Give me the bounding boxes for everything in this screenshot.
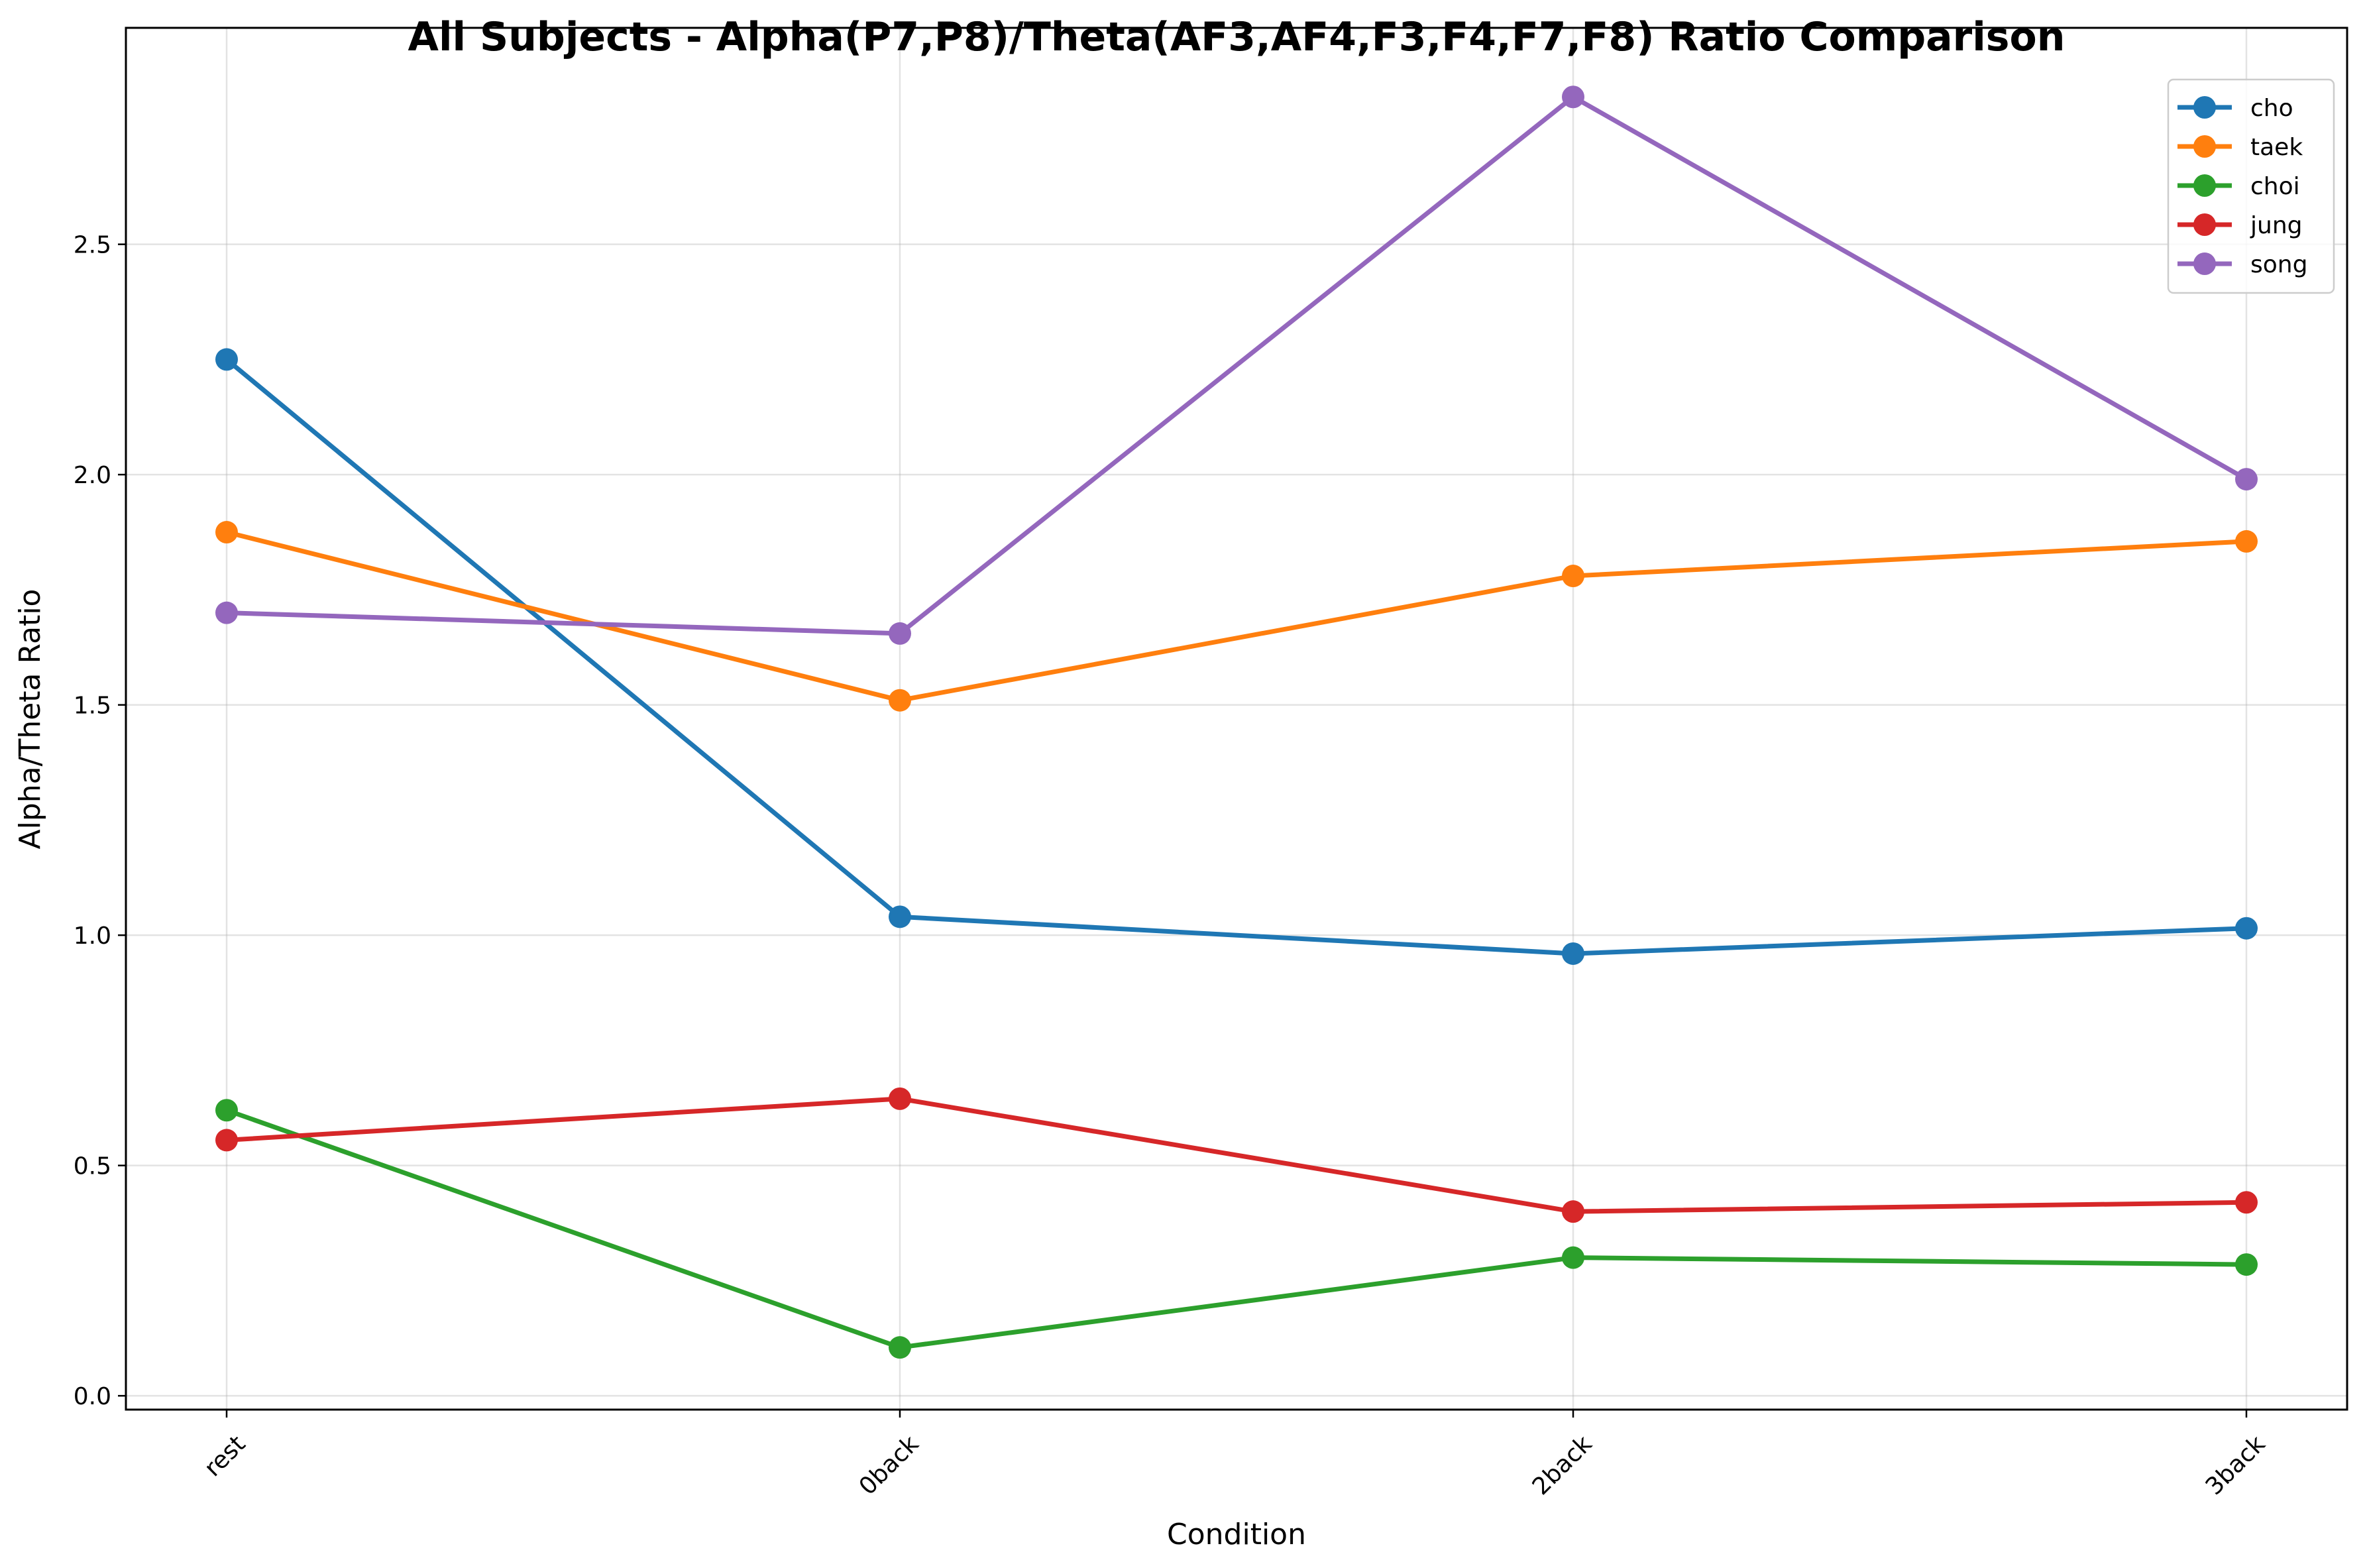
y-axis-label: Alpha/Theta Ratio [13,589,47,850]
legend-label-taek: taek [2250,134,2303,161]
legend-marker-taek [2193,135,2216,158]
y-tick-label: 1.0 [74,923,111,950]
x-tick-label: 2back [1527,1430,1598,1500]
y-tick-label: 2.5 [74,232,111,259]
series-line-song [226,94,2248,636]
legend-marker-jung [2193,213,2216,236]
x-axis-label: Condition [1167,1518,1306,1551]
data-point-jung [889,1087,911,1110]
legend-label-cho: cho [2250,95,2293,122]
legend-label-song: song [2250,251,2307,278]
plot-frame [125,27,2348,1411]
data-point-choi [2235,1253,2258,1276]
y-tick-label: 0.5 [74,1153,111,1180]
data-point-song [2235,468,2258,491]
data-point-cho [1562,942,1584,965]
data-point-taek [1562,565,1584,588]
chart-title: All Subjects - Alpha(P7,P8)/Theta(AF3,AF… [408,14,2065,60]
data-point-song [1562,85,1584,109]
legend-marker-song [2193,252,2216,275]
legend-frame [2167,78,2335,294]
data-point-taek [215,521,238,544]
x-tick-label: rest [199,1430,251,1482]
x-tick-label: 0back [854,1430,924,1500]
y-tick-label: 0.0 [74,1383,111,1410]
data-point-taek [2235,530,2258,553]
y-tick-label: 2.0 [74,462,111,489]
series-line-choi [225,1107,2247,1350]
series-line-taek [226,530,2247,703]
series-line-cho [225,357,2247,956]
data-point-jung [215,1129,238,1152]
data-point-cho [2235,917,2258,940]
data-point-jung [1562,1200,1584,1223]
data-point-taek [889,689,911,712]
y-tick-label: 1.5 [74,693,111,720]
data-point-song [215,601,238,624]
series-line-jung [226,1096,2247,1214]
x-tick-label: 3back [2201,1430,2271,1500]
data-point-choi [1562,1246,1584,1269]
grid [126,28,2347,1410]
legend-label-jung: jung [2250,212,2303,239]
data-point-song [889,622,911,645]
data-point-cho [215,348,238,371]
legend-marker-choi [2193,174,2216,197]
legend-label-choi: choi [2250,173,2300,200]
data-point-jung [2235,1191,2258,1214]
data-point-cho [889,905,911,928]
data-point-choi [889,1336,911,1359]
series-layer [215,85,2258,1359]
data-point-choi [215,1099,238,1122]
legend-marker-cho [2193,96,2216,119]
legend: cho taek choi jung song [2167,78,2335,294]
